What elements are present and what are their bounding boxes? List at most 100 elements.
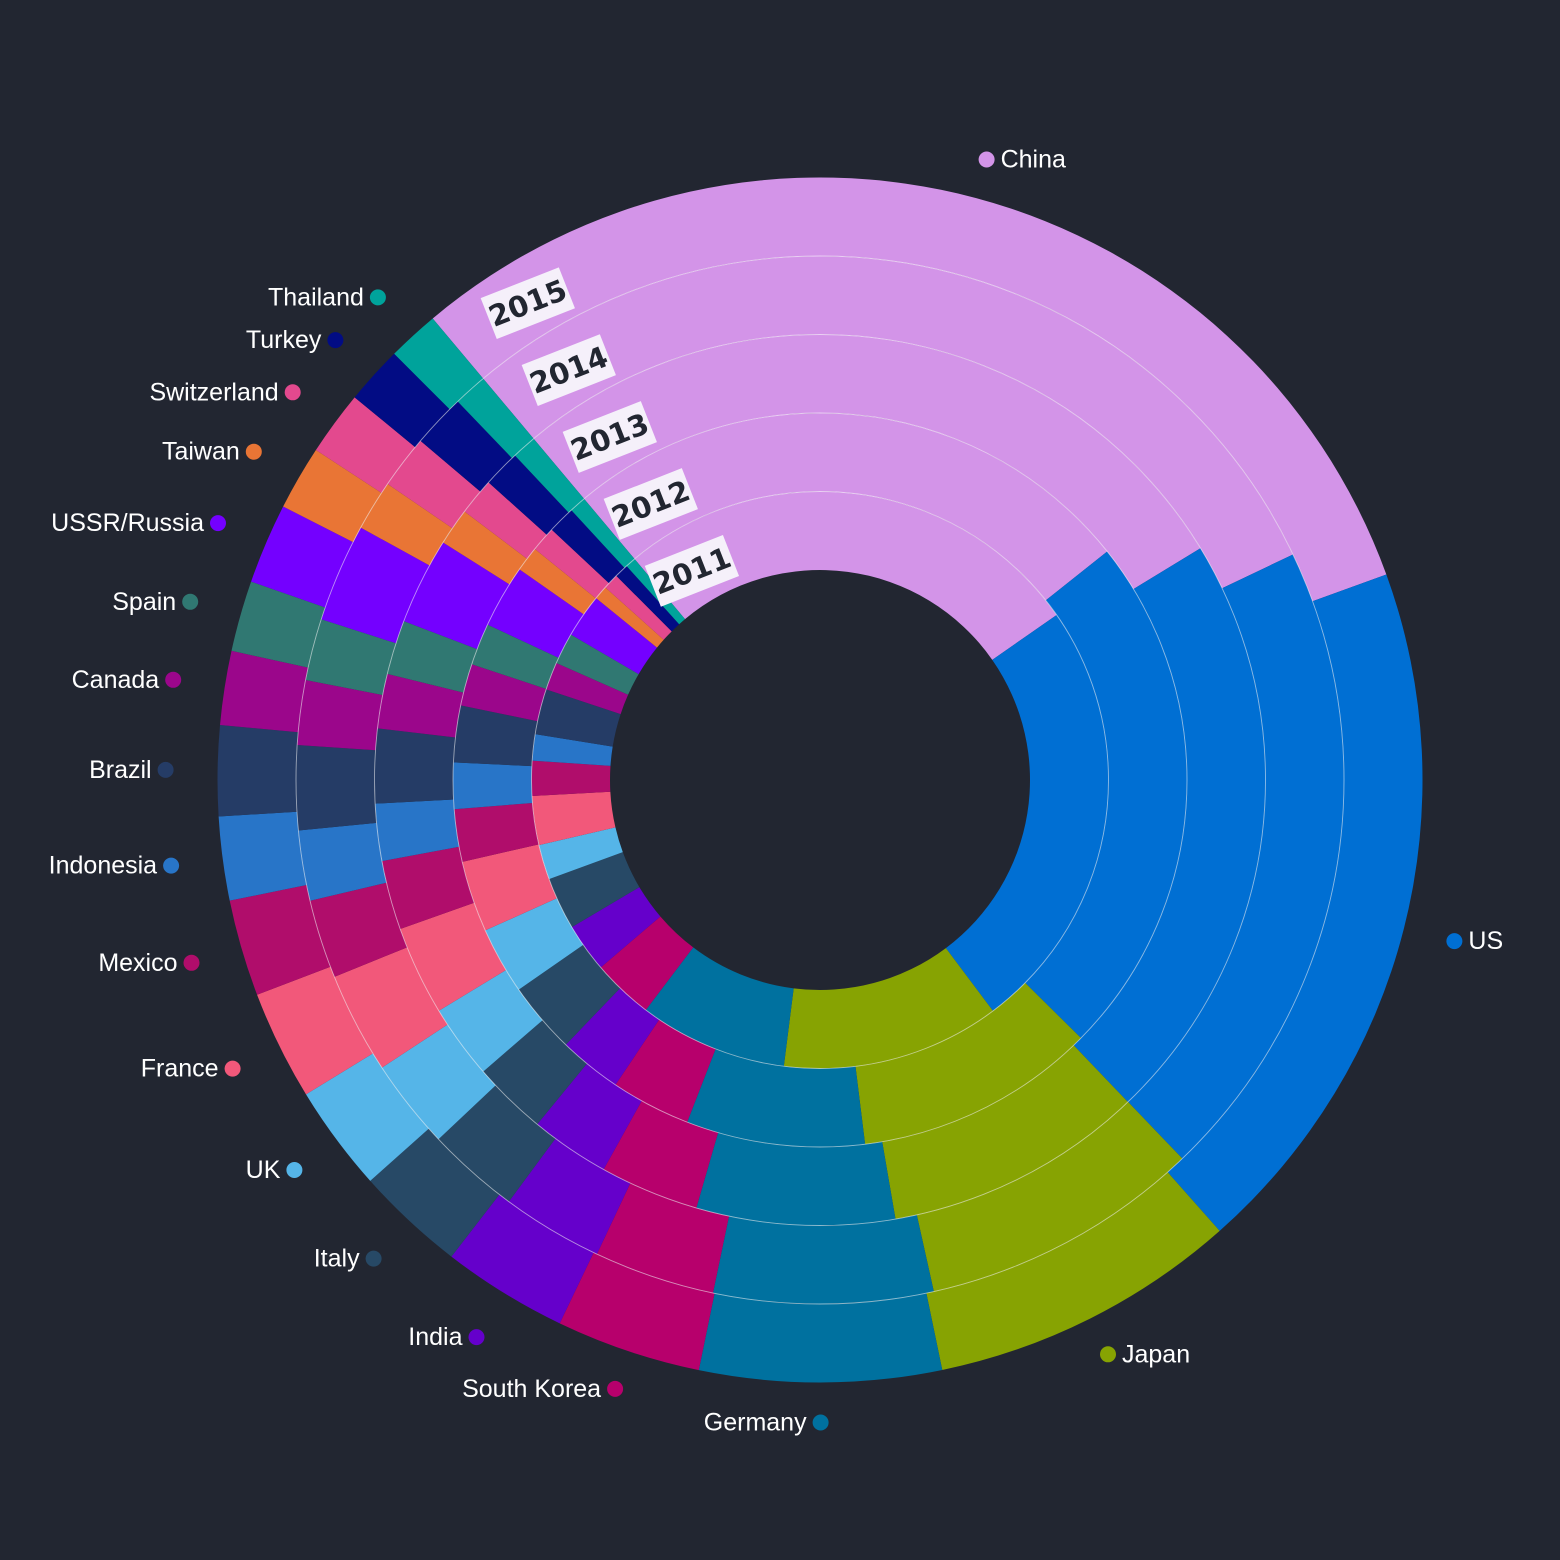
legend-label: Indonesia xyxy=(49,852,158,880)
legend-item-germany: Germany xyxy=(704,1409,829,1437)
legend-dot-icon xyxy=(182,593,199,610)
segment-italy-2013 xyxy=(483,1020,588,1125)
segment-india-2013 xyxy=(537,1063,642,1170)
legend-dot-icon xyxy=(183,954,200,971)
segment-thailand-2012 xyxy=(571,498,635,568)
legend-dot-icon xyxy=(607,1380,624,1397)
legend-item-thailand: Thailand xyxy=(268,283,386,311)
legend-label: Canada xyxy=(72,666,160,694)
segment-switzerland-2015 xyxy=(315,397,416,493)
segment-ussr-russia-2012 xyxy=(487,569,584,658)
segment-japan-2015 xyxy=(926,1172,1220,1370)
segment-canada-2015 xyxy=(220,650,309,733)
legend-dot-icon xyxy=(978,151,995,168)
legend-dot-icon xyxy=(157,761,174,778)
segment-spain-2011 xyxy=(556,634,639,695)
legend-label: Italy xyxy=(314,1245,360,1273)
legend-item-switzerland: Switzerland xyxy=(149,378,301,406)
segment-thailand-2015 xyxy=(394,318,484,410)
segment-us-2013 xyxy=(1073,548,1266,1102)
segment-japan-2013 xyxy=(882,1045,1128,1220)
legend-label: Mexico xyxy=(98,949,177,977)
legend-dot-icon xyxy=(1100,1346,1116,1363)
ring-gridlines xyxy=(295,255,1345,1305)
segment-us-2011 xyxy=(945,614,1109,1011)
segment-indonesia-2012 xyxy=(452,762,533,810)
legend-item-brazil: Brazil xyxy=(89,756,174,784)
legend-item-japan: Japan xyxy=(1100,1340,1190,1368)
segment-brazil-2014 xyxy=(296,745,377,831)
segment-china-2013 xyxy=(533,334,1201,590)
year-label-background xyxy=(562,401,657,473)
year-label-background xyxy=(644,535,740,607)
segment-turkey-2014 xyxy=(420,401,512,492)
segment-ussr-russia-2014 xyxy=(321,527,430,644)
segment-canada-2012 xyxy=(460,664,547,722)
ring-boundary-2 xyxy=(452,412,1188,1148)
legend-label: USSR/Russia xyxy=(51,509,204,537)
segment-france-2013 xyxy=(400,902,507,1011)
segment-thailand-2014 xyxy=(457,378,534,459)
legend-dot-icon xyxy=(286,1162,303,1178)
segment-spain-2012 xyxy=(471,624,559,689)
segment-china-2011 xyxy=(634,491,1057,660)
segment-us-2012 xyxy=(1025,551,1188,1039)
legend-label: Taiwan xyxy=(162,438,240,466)
segment-indonesia-2014 xyxy=(298,822,387,901)
legend-dot-icon xyxy=(365,1250,382,1267)
segment-us-2014 xyxy=(1128,554,1345,1159)
legend-item-china: China xyxy=(978,146,1066,174)
segment-canada-2013 xyxy=(377,673,464,738)
segment-brazil-2011 xyxy=(535,689,621,747)
legend-dot-icon xyxy=(468,1329,485,1346)
segment-italy-2011 xyxy=(549,852,640,928)
segment-uk-2011 xyxy=(538,827,623,880)
legend-label: China xyxy=(1001,146,1066,174)
year-label-background xyxy=(480,267,575,340)
segment-brazil-2015 xyxy=(217,725,299,817)
segment-turkey-2012 xyxy=(551,510,625,584)
legend-label: Thailand xyxy=(268,283,364,311)
segment-india-2012 xyxy=(565,988,660,1085)
segment-china-2015 xyxy=(432,177,1387,602)
legend-item-uk: UK xyxy=(246,1156,303,1184)
legend-dot-icon xyxy=(812,1414,829,1431)
segment-mexico-2013 xyxy=(381,846,475,930)
segment-france-2015 xyxy=(257,966,373,1095)
segment-indonesia-2011 xyxy=(532,734,613,766)
legend-label: France xyxy=(141,1055,219,1083)
segment-germany-2012 xyxy=(687,1048,866,1148)
segment-italy-2015 xyxy=(370,1128,500,1257)
segment-uk-2013 xyxy=(438,970,543,1072)
legend-item-ussr-russia: USSR/Russia xyxy=(51,509,226,537)
segment-japan-2014 xyxy=(916,1101,1183,1292)
legend-item-mexico: Mexico xyxy=(98,949,200,977)
segment-ussr-russia-2015 xyxy=(251,506,354,608)
segment-mexico-2011 xyxy=(531,760,611,797)
year-label-background xyxy=(603,468,698,540)
legend-label: Germany xyxy=(704,1409,807,1437)
segment-us-2015 xyxy=(1167,574,1423,1231)
ring-boundary-3 xyxy=(374,334,1266,1226)
legend-label: India xyxy=(408,1323,462,1351)
segment-spain-2014 xyxy=(305,619,396,695)
segment-china-2012 xyxy=(584,412,1108,601)
ring-boundary-4 xyxy=(295,255,1345,1305)
segment-mexico-2014 xyxy=(310,882,408,977)
legend-dot-icon xyxy=(224,1060,241,1077)
segment-taiwan-2013 xyxy=(443,511,528,585)
segment-switzerland-2011 xyxy=(605,575,672,640)
ring-boundary-1 xyxy=(531,491,1109,1069)
legend-dot-icon xyxy=(245,443,262,460)
legend-item-italy: Italy xyxy=(314,1245,382,1273)
legend-dot-icon xyxy=(369,289,386,306)
segment-india-2015 xyxy=(451,1194,594,1324)
segment-italy-2014 xyxy=(438,1085,556,1202)
legend-item-south-korea: South Korea xyxy=(462,1375,624,1403)
segment-taiwan-2011 xyxy=(596,587,664,648)
legend-item-spain: Spain xyxy=(112,588,199,616)
legend-dot-icon xyxy=(1446,933,1463,950)
legend-item-canada: Canada xyxy=(72,666,182,694)
